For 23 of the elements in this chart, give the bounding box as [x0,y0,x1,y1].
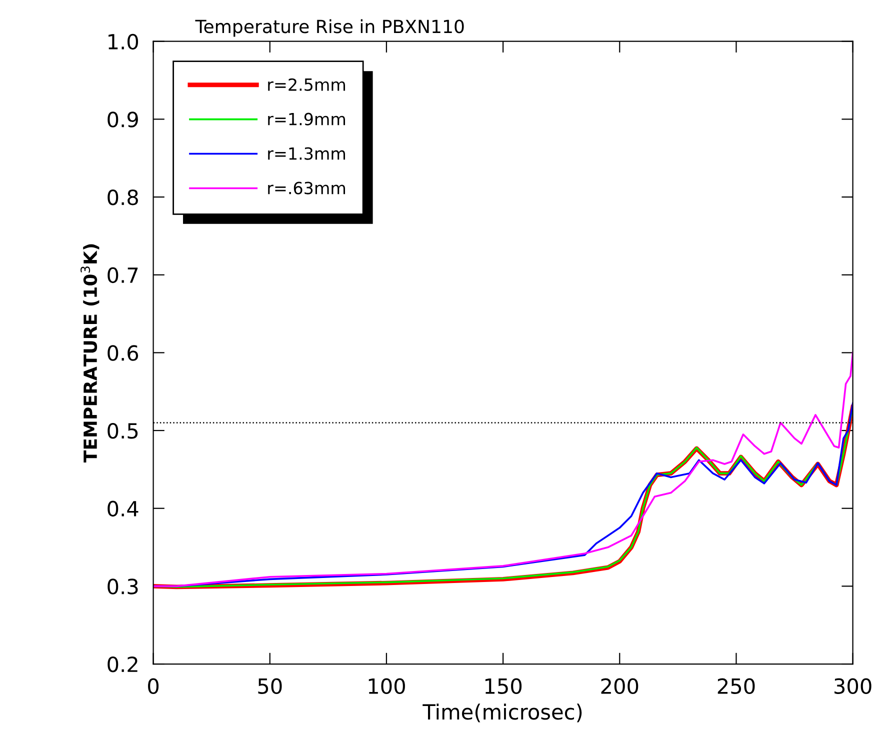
y-tick-label: 0.9 [108,112,138,128]
y-tick-label: 0.8 [108,189,138,206]
y-tick-label: 0.4 [108,500,138,517]
x-axis-title: Time(microsec) [422,704,582,722]
y-tick-label: 0.7 [108,267,138,284]
x-tick-label: 200 [601,678,638,694]
x-tick-label: 250 [718,678,755,694]
y-tick-label: 0.3 [108,578,138,594]
x-tick-label: 150 [485,678,522,694]
legend-label: r=.63mm [268,182,346,194]
chart-title: Temperature Rise in PBXN110 [195,19,464,37]
y-tick-label: 0.2 [108,656,138,672]
y-tick-label: 0.6 [108,345,138,361]
x-tick-label: 300 [834,678,872,694]
y-axis-title: TEMPERATURE (10$^{3}$K) [80,244,100,463]
legend-label: r=1.3mm [268,147,346,160]
x-tick-label: 50 [258,678,282,694]
legend-label: r=1.9mm [268,112,346,126]
y-tick-label: 0.5 [108,422,138,439]
legend-label: r=2.5mm [268,78,346,91]
y-tick-label: 1.0 [108,34,138,50]
x-tick-label: 100 [368,678,405,694]
x-tick-label: 0 [148,678,159,694]
